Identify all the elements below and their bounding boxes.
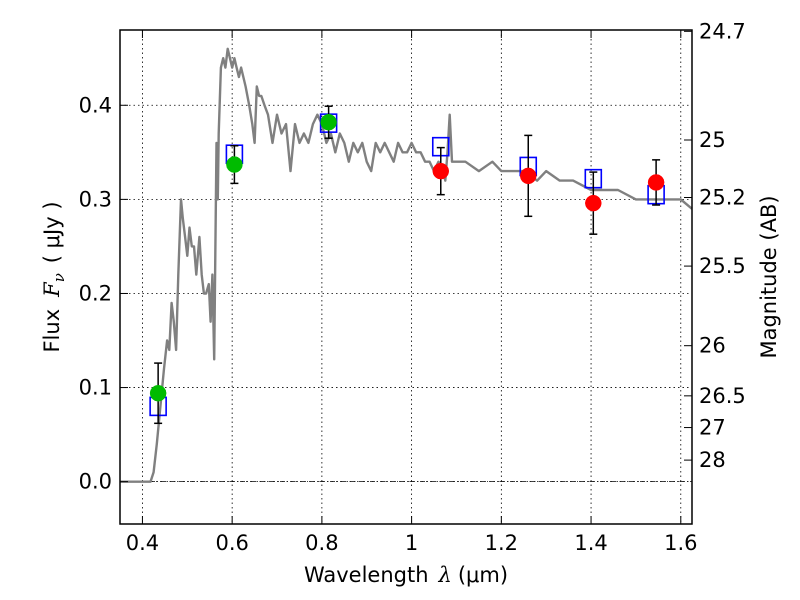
optical-photometry-point	[149, 384, 167, 402]
model-sed-curve	[120, 47, 693, 483]
nir-photometry-point	[432, 162, 450, 180]
model-sed-line	[120, 47, 693, 483]
x-tick-label: 1.6	[664, 531, 697, 555]
y2-axis-title: Magnitude (AB)	[757, 195, 781, 358]
y-axis-title-subscript: ν	[50, 273, 68, 282]
x-tick-label: 0.6	[215, 531, 248, 555]
y2-tick-label: 25.5	[699, 254, 746, 278]
y2-tick-label: 25	[699, 128, 726, 152]
optical-photometry-point	[320, 113, 337, 131]
x-tick-label: 1.2	[485, 531, 518, 555]
y-axis-ticks: 0.0 0.1 0.2 0.3 0.4	[79, 93, 128, 494]
x-tick-label: 0.4	[126, 531, 159, 555]
y-axis-title-symbol: F	[40, 281, 64, 298]
y-tick-label: 0.4	[79, 93, 112, 117]
x-axis-title-units: (μm)	[458, 563, 508, 587]
y-axis-title: Flux Fν ( μJy )	[40, 201, 68, 352]
nir-photometry-point	[520, 167, 537, 185]
x-axis-title: Wavelength λ (μm)	[304, 563, 508, 587]
x-axis-ticks: 0.4 0.6 0.8 1 1.2 1.4 1.6	[126, 30, 697, 555]
nir-photometry-point	[647, 174, 665, 191]
plot-frame	[119, 29, 693, 525]
y2-tick-label: 28	[699, 448, 726, 472]
y2-axis-ticks: 24.7 25 25.2 25.5 26 26.5 27 28	[684, 19, 746, 472]
nir-photometry-point	[585, 194, 602, 212]
y2-tick-label: 26.5	[699, 384, 746, 408]
y-axis-title-units: ( μJy )	[40, 201, 64, 263]
y2-tick-label: 27	[699, 416, 726, 440]
x-tick-label: 1.4	[574, 531, 607, 555]
x-tick-label: 0.8	[305, 531, 338, 555]
y-tick-label: 0.3	[79, 187, 112, 211]
y-axis-title-prefix: Flux	[40, 309, 64, 353]
x-tick-label: 1	[405, 531, 418, 555]
y-tick-label: 0.1	[79, 376, 112, 400]
y-tick-label: 0.0	[79, 470, 112, 494]
y-tick-label: 0.2	[79, 281, 112, 305]
observed-photometry-markers	[149, 113, 665, 402]
y2-tick-label: 24.7	[699, 19, 746, 43]
plot-area	[120, 30, 692, 524]
y2-tick-label: 25.2	[699, 185, 746, 209]
x-axis-title-prefix: Wavelength	[304, 563, 429, 587]
optical-photometry-point	[226, 156, 243, 173]
y2-tick-label: 26	[699, 334, 726, 358]
x-axis-title-symbol: λ	[438, 563, 452, 587]
